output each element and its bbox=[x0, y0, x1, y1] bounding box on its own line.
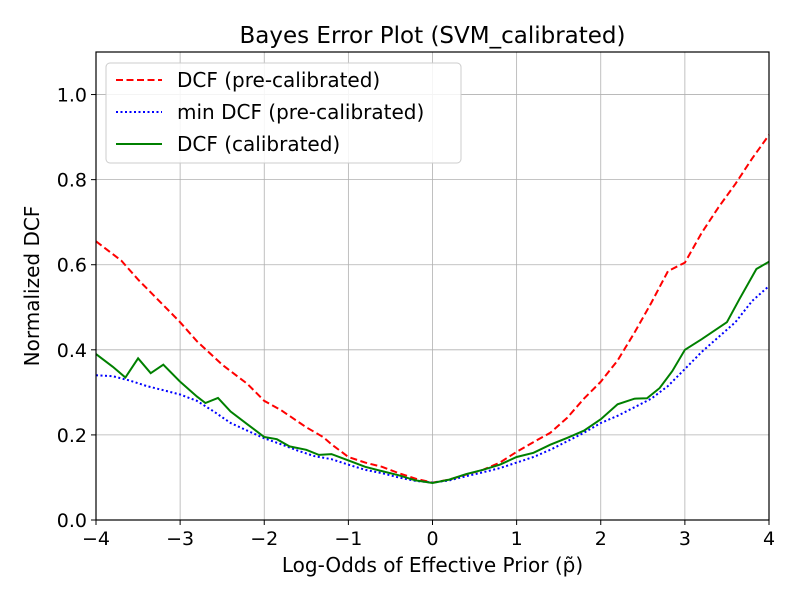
legend-label: DCF (calibrated) bbox=[177, 132, 340, 156]
y-tick-label: 0.0 bbox=[57, 510, 87, 532]
y-tick-label: 0.6 bbox=[57, 255, 87, 277]
y-tick-label: 0.2 bbox=[57, 425, 87, 447]
x-tick-label: 1 bbox=[511, 528, 523, 550]
y-tick-label: 1.0 bbox=[57, 85, 87, 107]
x-tick-label: −4 bbox=[82, 528, 110, 550]
axis-ticks: −4 −3 −2 −1 0 1 2 3 4 0.0 0.2 0.4 0.6 0.8 1.0 bbox=[57, 85, 775, 550]
x-tick-label: −2 bbox=[250, 528, 278, 550]
chart-title: Bayes Error Plot (SVM_calibrated) bbox=[239, 23, 625, 49]
x-tick-label: −3 bbox=[166, 528, 194, 550]
y-axis-label: Normalized DCF bbox=[20, 206, 44, 367]
x-tick-label: 4 bbox=[763, 528, 775, 550]
x-tick-label: 3 bbox=[679, 528, 691, 550]
legend: DCF (pre-calibrated) min DCF (pre-calibra… bbox=[105, 62, 462, 164]
series-lines bbox=[95, 134, 770, 485]
legend-label: min DCF (pre-calibrated) bbox=[177, 100, 424, 124]
x-axis-label: Log-Odds of Effective Prior (p̃) bbox=[282, 553, 583, 577]
series-line-2 bbox=[95, 260, 770, 485]
x-tick-label: 2 bbox=[595, 528, 607, 550]
x-tick-label: 0 bbox=[426, 528, 438, 550]
series-line-0 bbox=[95, 134, 770, 484]
legend-box bbox=[105, 62, 462, 164]
y-tick-label: 0.4 bbox=[57, 340, 87, 362]
legend-label: DCF (pre-calibrated) bbox=[177, 68, 380, 92]
y-tick-label: 0.8 bbox=[57, 170, 87, 192]
x-tick-label: −1 bbox=[334, 528, 362, 550]
